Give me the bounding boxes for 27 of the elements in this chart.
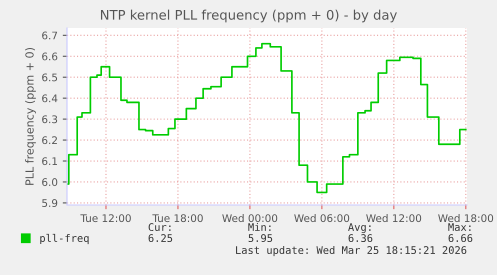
y-tick-label: 6.5 [42, 73, 58, 82]
x-tick-label: Tue 12:00 [80, 214, 131, 222]
y-tick-label: 6.6 [42, 52, 58, 60]
chart-title: NTP kernel PLL frequency (ppm + 0) - by day [100, 10, 397, 22]
y-tick-label: 6.3 [42, 115, 58, 124]
x-tick-label: Wed 18:00 [438, 214, 494, 222]
x-tick-label: Wed 00:00 [222, 214, 278, 222]
y-tick-label: 6.4 [42, 94, 58, 102]
text: 6.25 [148, 234, 172, 242]
x-tick-label: Wed 12:00 [366, 214, 422, 222]
x-tick-label: Wed 06:00 [294, 214, 350, 222]
text: Last update: Wed Mar 25 18:15:21 2026 [236, 246, 466, 256]
y-tick-label: 6.0 [42, 178, 58, 186]
text: 6.36 [348, 234, 372, 242]
text: Avg: [348, 223, 370, 234]
text: 5.95 [248, 234, 272, 242]
y-tick-label: 5.9 [42, 199, 58, 208]
y-tick-label: 6.7 [42, 32, 58, 40]
x-tick-label: Tue 18:00 [152, 214, 203, 222]
text: Max: [448, 223, 470, 232]
y-tick-label: 6.1 [42, 157, 58, 166]
y-tick-label: 6.2 [42, 136, 57, 144]
text: 6.66 [448, 234, 472, 242]
legend-label: pll-freq [40, 234, 89, 244]
text: Min: [248, 222, 270, 231]
text: Cur: [148, 223, 170, 232]
y-axis-title: PLL frequency (ppm + 0) [25, 48, 36, 185]
